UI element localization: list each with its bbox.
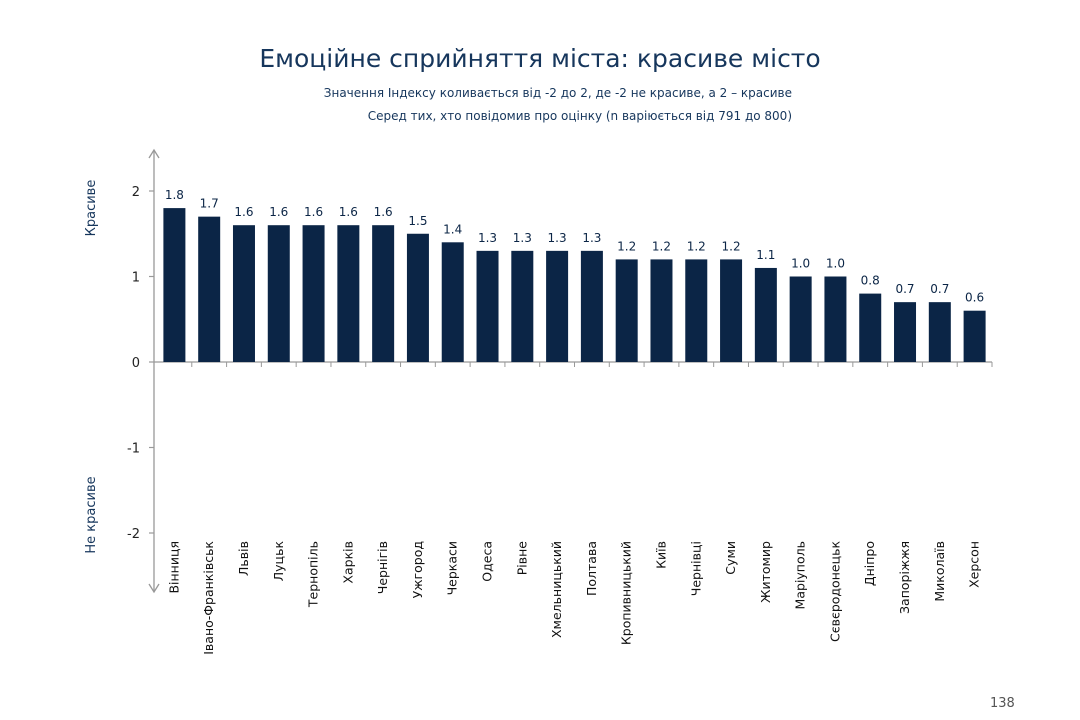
y-tick-label: 1 [132, 271, 140, 286]
bar [337, 225, 360, 362]
category-label: Суми [723, 541, 738, 575]
value-label: 1.2 [652, 239, 671, 253]
y-tick-label: -2 [127, 527, 140, 542]
bar [441, 242, 464, 362]
category-label: Чернігів [375, 541, 390, 594]
category-label: Полтава [584, 541, 599, 596]
bar [372, 225, 395, 362]
category-label: Чернівці [688, 541, 703, 596]
value-label: 1.4 [443, 222, 462, 236]
value-label: 1.3 [582, 231, 601, 245]
bar [476, 250, 499, 362]
page-number: 138 [990, 696, 1015, 711]
value-label: 1.8 [165, 188, 184, 202]
bar [302, 225, 325, 362]
value-label: 1.5 [408, 214, 427, 228]
bar [198, 216, 221, 362]
bar [267, 225, 290, 362]
category-labels-group: Вінниця Івано-Франківськ Львів Луцьк Тернопі… [166, 541, 981, 655]
value-label: 1.7 [200, 197, 219, 211]
y-tick-label: 0 [132, 356, 140, 371]
bar [615, 259, 638, 362]
value-label: 1.3 [548, 231, 567, 245]
y-tick-labels: 2 1 0 -1 -2 [127, 185, 140, 542]
category-label: Кропивницький [619, 541, 634, 645]
value-label: 1.6 [304, 205, 323, 219]
value-labels-group: 1.8 1.7 1.6 1.6 1.6 1.6 1.6 1.5 1.4 1.3 1.3 1.3 1.3 1… [165, 188, 984, 305]
bar [232, 225, 255, 362]
value-label: 1.3 [478, 231, 497, 245]
y-tick-label: 2 [132, 185, 140, 200]
bar [720, 259, 743, 362]
category-label: Тернопіль [306, 541, 321, 608]
category-label: Луцьк [271, 541, 286, 582]
bar [928, 302, 951, 362]
bar [824, 276, 847, 362]
value-label: 1.2 [687, 239, 706, 253]
y-tick-label: -1 [127, 442, 140, 457]
bar [580, 250, 603, 362]
chart-subtitle-sample: Серед тих, хто повідомив про оцінку (n в… [367, 109, 792, 123]
category-label: Львів [236, 541, 251, 576]
bar [859, 293, 882, 362]
y-axis-arrow-up [148, 148, 160, 159]
value-label: 1.0 [826, 257, 845, 271]
y-axis-arrow-down [148, 583, 160, 594]
category-label: Вінниця [166, 541, 181, 594]
y-axis-top-label: Красиве [84, 180, 99, 237]
value-label: 1.2 [617, 239, 636, 253]
category-label: Одеса [480, 541, 495, 582]
y-axis-bottom-label: Не красиве [84, 476, 99, 553]
category-label: Ужгород [410, 541, 425, 598]
category-label: Хмельницький [549, 541, 564, 638]
category-label: Маріуполь [793, 541, 808, 609]
category-label: Сєвєродонецьк [827, 541, 842, 642]
category-label: Херсон [967, 541, 982, 588]
chart-axes [148, 148, 993, 594]
bars-group [163, 208, 986, 362]
bar [754, 267, 777, 362]
category-label: Запоріжжя [897, 541, 912, 614]
bar [963, 310, 986, 362]
bar [511, 250, 534, 362]
bar [650, 259, 673, 362]
chart-subtitle-range: Значення Індексу коливається від -2 до 2… [323, 86, 792, 100]
category-label: Житомир [758, 541, 773, 603]
value-label: 1.6 [269, 205, 288, 219]
value-label: 1.2 [722, 239, 741, 253]
value-label: 0.7 [895, 282, 914, 296]
bar [163, 208, 186, 362]
bar [685, 259, 708, 362]
category-label: Івано-Франківськ [201, 541, 216, 655]
bar [894, 302, 917, 362]
category-label: Дніпро [862, 541, 877, 586]
value-label: 1.1 [756, 248, 775, 262]
value-label: 1.0 [791, 257, 810, 271]
value-label: 1.3 [513, 231, 532, 245]
value-label: 0.8 [861, 274, 880, 288]
value-label: 0.7 [930, 282, 949, 296]
chart-title: Емоційне сприйняття міста: красиве місто [259, 44, 821, 73]
category-label: Київ [653, 541, 668, 569]
category-label: Черкаси [445, 541, 460, 595]
value-label: 0.6 [965, 291, 984, 305]
category-label: Миколаїв [932, 541, 947, 602]
bar [789, 276, 812, 362]
value-label: 1.6 [339, 205, 358, 219]
value-label: 1.6 [374, 205, 393, 219]
value-label: 1.6 [234, 205, 253, 219]
bar [406, 233, 429, 362]
category-label: Харків [340, 541, 355, 584]
bar [546, 250, 569, 362]
category-label: Рівне [514, 541, 529, 576]
